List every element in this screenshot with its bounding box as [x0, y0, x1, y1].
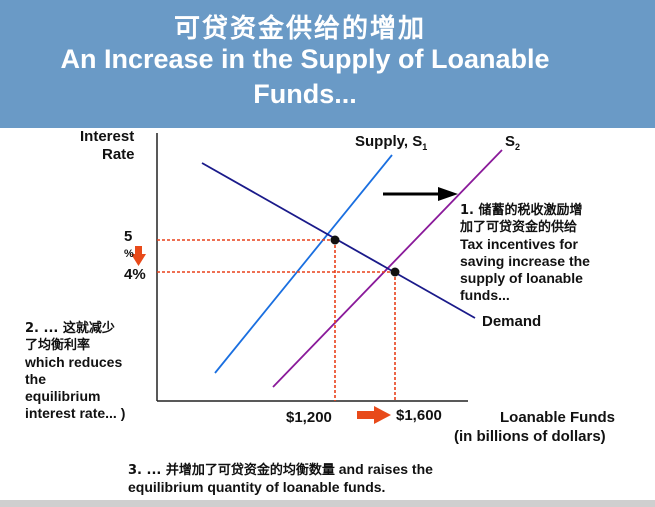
title-english-line1: An Increase in the Supply of Loanable	[60, 44, 550, 74]
supply-s2-label-text: S	[505, 133, 516, 150]
rate-old-tick-top: 5	[124, 228, 133, 245]
note2-en-line1: which reduces	[25, 354, 123, 370]
equilibrium-point-new	[390, 267, 400, 277]
rate-down-arrow-head	[131, 254, 146, 266]
note1-en-line1: Tax incentives for	[460, 236, 579, 252]
title-chinese: 可贷资金供给的增加	[173, 14, 426, 44]
note1-cn-line2: 加了可贷资金的供给	[460, 220, 578, 235]
qty-right-arrow-shaft	[357, 411, 375, 419]
qty-right-arrow-head	[374, 406, 391, 424]
supply-s2-subscript: 2	[515, 142, 521, 152]
note1-cn-line1: 1. 储蓄的税收激励增	[460, 203, 583, 218]
rate-down-arrow-shaft	[135, 246, 142, 255]
rate-old-tick-bottom: %	[124, 248, 134, 260]
supply-s1-label: Supply, S1	[355, 133, 427, 156]
rate-new-tick: 4%	[124, 266, 146, 283]
demand-label: Demand	[482, 313, 542, 330]
title-banner: 可贷资金供给的增加 An Increase in the Supply of L…	[0, 0, 655, 128]
y-axis-label-line1: Interest	[80, 128, 135, 145]
note1-en-line2: saving increase the	[460, 253, 590, 269]
note3-line1: 3. ... 并增加了可贷资金的均衡数量 and raises the	[128, 461, 433, 479]
supply-s1-label-text: Supply, S	[355, 133, 423, 150]
supply-s1-subscript: 1	[422, 142, 428, 152]
note1-en-line4: funds...	[460, 287, 510, 303]
x-axis-label-line1: Loanable Funds	[500, 409, 616, 426]
x-axis-label-line2: (in billions of dollars)	[454, 428, 606, 445]
supply-s2-label: S2	[505, 133, 520, 156]
supply-curve-s1	[214, 154, 393, 374]
shift-arrow-head	[438, 187, 458, 201]
equilibrium-point-old	[330, 235, 340, 245]
note2-en-line3: equilibrium	[25, 388, 101, 404]
note3-line1-en: and raises the	[334, 461, 433, 477]
y-axis-label-line2: Rate	[102, 146, 135, 163]
title-english-line2: Funds...	[253, 79, 357, 109]
note1-en-line3: supply of loanable	[460, 270, 583, 286]
note3-line2: equilibrium quantity of loanable funds.	[128, 479, 386, 495]
title-english: An Increase in the Supply of Loanable Fu…	[0, 42, 610, 112]
qty-old-tick: $1,200	[286, 409, 332, 426]
note3-line1-cn: 3. ... 并增加了可贷资金的均衡数量	[128, 463, 335, 478]
note2-en-line4: interest rate... )	[25, 405, 126, 421]
note2-cn-line2: 了均衡利率	[25, 338, 91, 353]
qty-new-tick: $1,600	[396, 407, 442, 424]
bottom-border	[0, 500, 655, 507]
note2-cn-line1: 2. ... 这就减少	[25, 321, 115, 336]
note2-en-line2: the	[25, 371, 46, 387]
